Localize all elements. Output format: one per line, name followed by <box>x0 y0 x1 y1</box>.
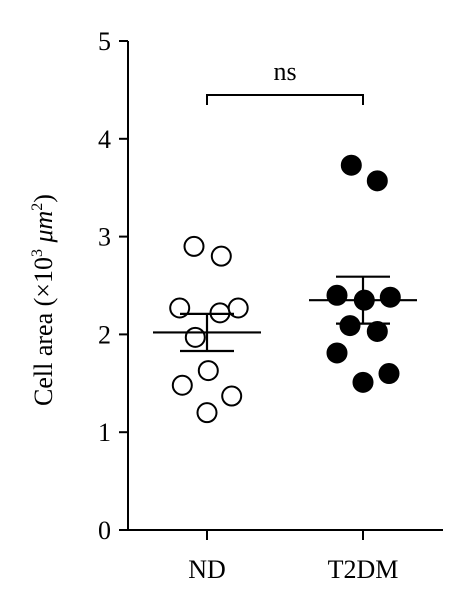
filled-point <box>340 154 362 176</box>
y-tick-label: 2 <box>98 320 111 349</box>
y-axis-label-sup1: 3 <box>29 249 46 257</box>
filled-point <box>378 363 400 385</box>
filled-point <box>326 284 348 306</box>
y-tick-label: 0 <box>98 516 111 545</box>
y-axis-label-text: Cell area (×10 <box>29 257 58 406</box>
y-axis-label-sup2: 2 <box>29 203 46 211</box>
y-tick-labels: 0 1 2 3 4 5 <box>98 27 111 545</box>
open-point <box>221 385 243 407</box>
significance-bracket: ns <box>206 57 364 105</box>
significance-label: ns <box>273 57 296 86</box>
filled-point <box>326 342 348 364</box>
open-point <box>210 245 232 267</box>
y-tick-label: 4 <box>98 125 111 154</box>
x-tick-labels: ND T2DM <box>188 555 398 584</box>
y-tick-label: 5 <box>98 27 111 56</box>
y-tick-label: 1 <box>98 418 111 447</box>
filled-point <box>352 371 374 393</box>
y-axis-label-end: ) <box>29 194 58 203</box>
filled-point <box>366 170 388 192</box>
y-axis-label: Cell area (×103 μm2) <box>29 194 58 406</box>
open-point <box>183 235 205 257</box>
bracket-line <box>206 94 364 105</box>
x-tick-label: T2DM <box>328 555 399 584</box>
y-tick-label: 3 <box>98 223 111 252</box>
open-point <box>196 402 218 424</box>
filled-point <box>366 320 388 342</box>
open-point <box>227 297 249 319</box>
open-point <box>171 374 193 396</box>
x-tick-label: ND <box>188 555 226 584</box>
axis-layer <box>119 40 443 540</box>
open-point <box>197 360 219 382</box>
y-axis-label-mid: μm <box>29 211 58 249</box>
open-point <box>184 326 206 348</box>
filled-point <box>379 286 401 308</box>
error-bars <box>153 275 417 353</box>
data-points <box>169 154 401 424</box>
filled-point <box>339 315 361 337</box>
open-point <box>169 297 191 319</box>
